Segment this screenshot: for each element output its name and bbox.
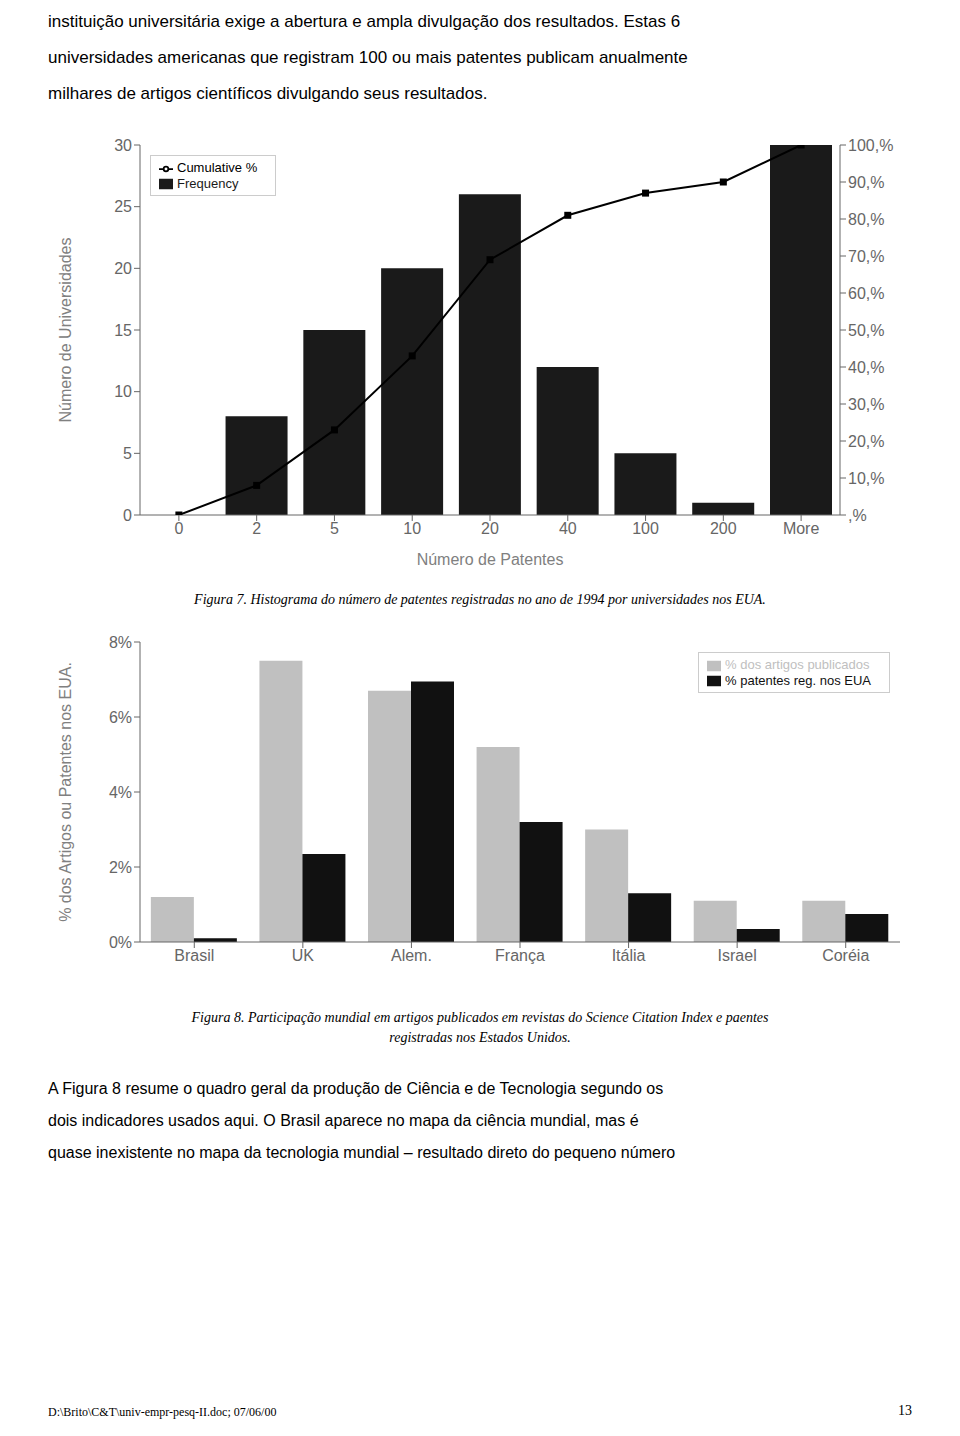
svg-text:0%: 0% [109, 934, 132, 951]
svg-text:8%: 8% [109, 634, 132, 651]
svg-text:Brasil: Brasil [174, 947, 214, 964]
svg-text:More: More [783, 520, 820, 537]
svg-text:2%: 2% [109, 859, 132, 876]
svg-text:6%: 6% [109, 709, 132, 726]
svg-text:Número de Universidades: Número de Universidades [57, 238, 74, 423]
html-text:% patentes reg. nos EUA: % patentes reg. nos EUA [725, 672, 871, 688]
svg-text:20,%: 20,% [848, 433, 884, 450]
html-text:Figura 8. Participação mundial: Figura 8. Participação mundial em artigo… [191, 1010, 769, 1025]
svg-text:40,%: 40,% [848, 359, 884, 376]
svg-text:20: 20 [114, 260, 132, 277]
html-text:instituição universitária exig: instituição universitária exige a abertu… [48, 12, 681, 31]
svg-text:200: 200 [710, 520, 737, 537]
svg-text:Coréia: Coréia [822, 947, 869, 964]
html-text:Cumulative %: Cumulative % [177, 160, 258, 175]
svg-text:Número de Patentes: Número de Patentes [417, 551, 564, 568]
html-text:% dos artigos publicados: % dos artigos publicados [725, 657, 870, 672]
svg-text:Alem.: Alem. [391, 947, 432, 964]
svg-text:90,%: 90,% [848, 174, 884, 191]
svg-text:5: 5 [330, 520, 339, 537]
html-text:D:\Brito\C&T\univ-empr-pesq-II: D:\Brito\C&T\univ-empr-pesq-II.doc; 07/0… [48, 1405, 277, 1419]
svg-text:100: 100 [632, 520, 659, 537]
svg-text:25: 25 [114, 198, 132, 215]
html-text:Figura 7. Histograma do número: Figura 7. Histograma do número de patent… [194, 592, 766, 607]
svg-text:4%: 4% [109, 784, 132, 801]
svg-text:0: 0 [123, 507, 132, 524]
svg-text:15: 15 [114, 322, 132, 339]
html-text:quase inexistente no mapa da t: quase inexistente no mapa da tecnologia … [48, 1144, 676, 1161]
svg-text:0: 0 [174, 520, 183, 537]
html-text:A Figura 8 resume o quadro ger: A Figura 8 resume o quadro geral da prod… [48, 1080, 664, 1097]
html-text:registradas nos Estados Unidos: registradas nos Estados Unidos. [389, 1030, 571, 1045]
svg-text:UK: UK [292, 947, 315, 964]
svg-text:20: 20 [481, 520, 499, 537]
html-text:dois indicadores usados aqui.: dois indicadores usados aqui. O Brasil a… [48, 1112, 639, 1129]
svg-text:2: 2 [252, 520, 261, 537]
svg-text:30: 30 [114, 137, 132, 154]
svg-text:% dos Artigos ou Patentes nos: % dos Artigos ou Patentes nos EUA. [57, 662, 74, 922]
svg-text:60,%: 60,% [848, 285, 884, 302]
html-text:13: 13 [898, 1403, 912, 1418]
svg-text:50,%: 50,% [848, 322, 884, 339]
svg-text:10: 10 [403, 520, 421, 537]
svg-text:40: 40 [559, 520, 577, 537]
svg-text:Itália: Itália [612, 947, 646, 964]
svg-text:França: França [495, 947, 545, 964]
svg-text:,%: ,% [848, 507, 867, 524]
html-text:milhares de artigos científico: milhares de artigos científicos divulgan… [48, 84, 488, 103]
svg-text:Israel: Israel [718, 947, 757, 964]
svg-text:30,%: 30,% [848, 396, 884, 413]
svg-text:100,%: 100,% [848, 137, 893, 154]
svg-text:80,%: 80,% [848, 211, 884, 228]
svg-text:10: 10 [114, 383, 132, 400]
html-text:universidades americanas que r: universidades americanas que registram 1… [48, 48, 688, 67]
svg-text:5: 5 [123, 445, 132, 462]
svg-text:70,%: 70,% [848, 248, 884, 265]
html-text:Frequency: Frequency [177, 175, 239, 191]
svg-text:10,%: 10,% [848, 470, 884, 487]
